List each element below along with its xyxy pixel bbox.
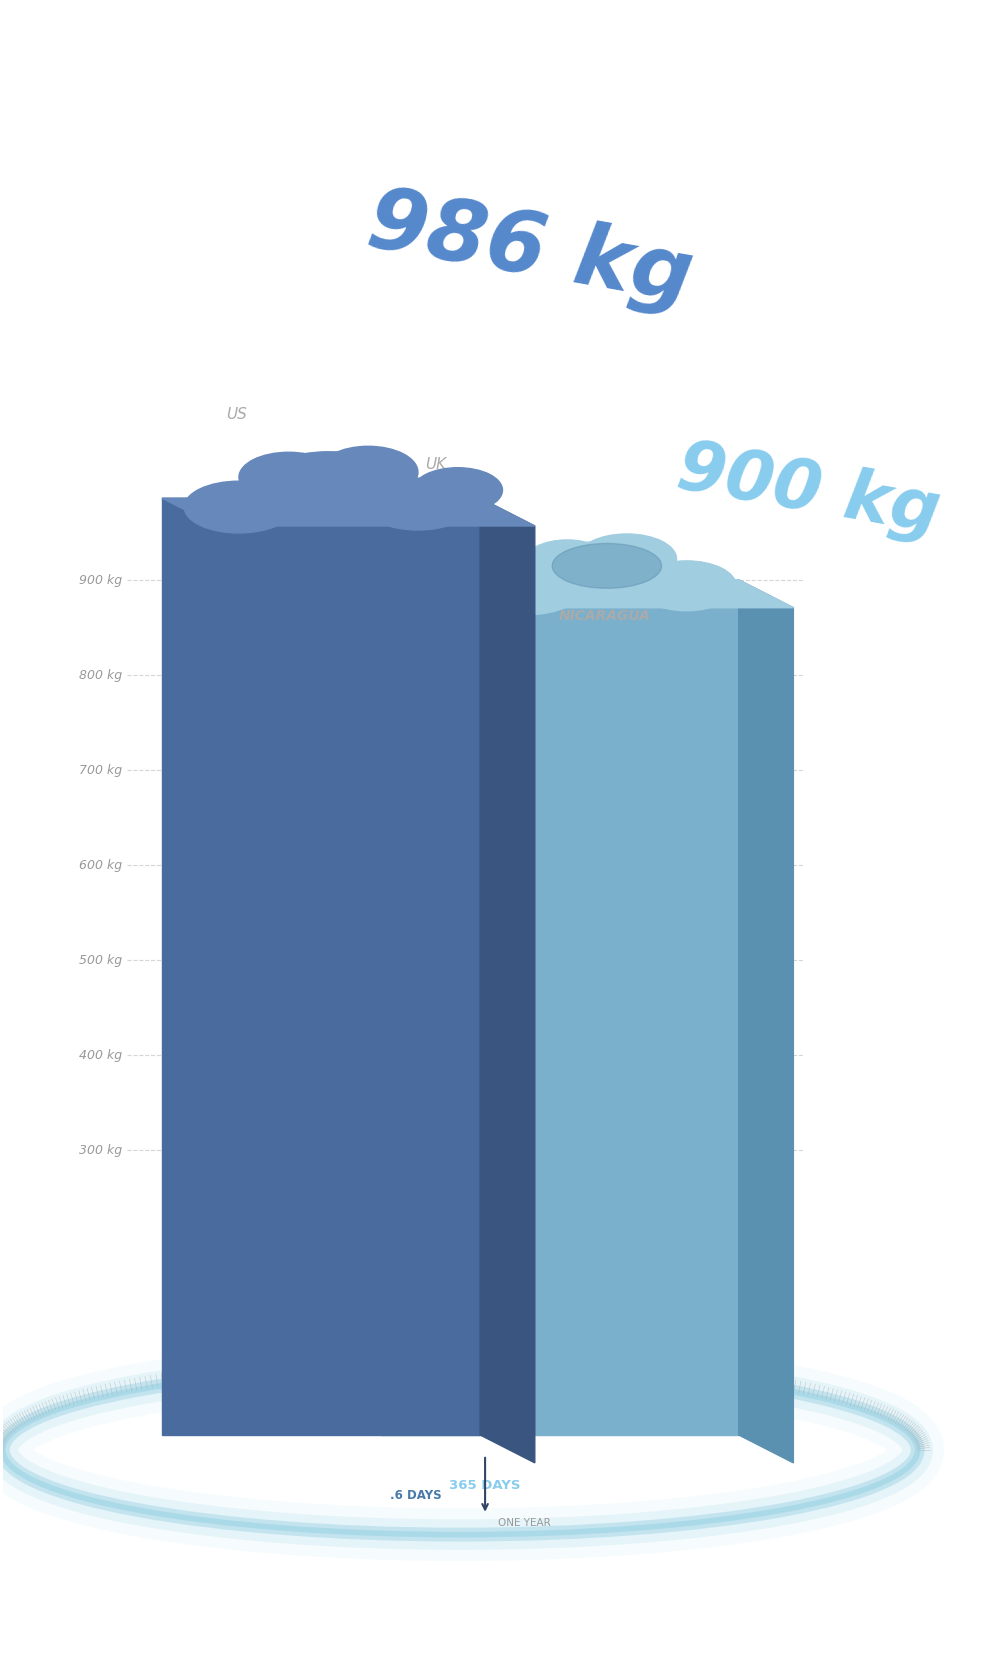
Ellipse shape — [413, 469, 502, 514]
Ellipse shape — [637, 562, 736, 611]
Ellipse shape — [259, 452, 398, 517]
Text: US: US — [226, 406, 247, 421]
Polygon shape — [381, 580, 793, 608]
Polygon shape — [162, 499, 480, 1435]
Text: 500 kg: 500 kg — [79, 954, 122, 966]
Text: 365 DAYS: 365 DAYS — [449, 1478, 521, 1491]
Polygon shape — [381, 580, 739, 1435]
Polygon shape — [162, 499, 535, 527]
Text: 300 kg: 300 kg — [79, 1143, 122, 1157]
Text: 400 kg: 400 kg — [79, 1049, 122, 1062]
Ellipse shape — [577, 535, 677, 585]
Ellipse shape — [542, 542, 672, 603]
Ellipse shape — [363, 479, 473, 530]
Text: 600 kg: 600 kg — [79, 858, 122, 872]
Text: 986 kg: 986 kg — [361, 181, 699, 320]
Text: 700 kg: 700 kg — [79, 764, 122, 777]
Text: 800 kg: 800 kg — [79, 669, 122, 683]
Text: .6 DAYS: .6 DAYS — [390, 1488, 441, 1501]
Ellipse shape — [239, 452, 338, 502]
Text: 900 kg: 900 kg — [79, 573, 122, 587]
Polygon shape — [480, 499, 535, 1463]
Text: ONE YEAR: ONE YEAR — [498, 1516, 551, 1526]
Ellipse shape — [184, 482, 294, 534]
Text: UK: UK — [425, 456, 446, 472]
Text: NICARAGUA: NICARAGUA — [559, 608, 650, 623]
Polygon shape — [739, 580, 793, 1463]
Text: 900 kg: 900 kg — [672, 434, 945, 547]
Ellipse shape — [319, 447, 418, 499]
Ellipse shape — [473, 563, 582, 615]
Ellipse shape — [522, 540, 612, 588]
Ellipse shape — [552, 543, 662, 588]
